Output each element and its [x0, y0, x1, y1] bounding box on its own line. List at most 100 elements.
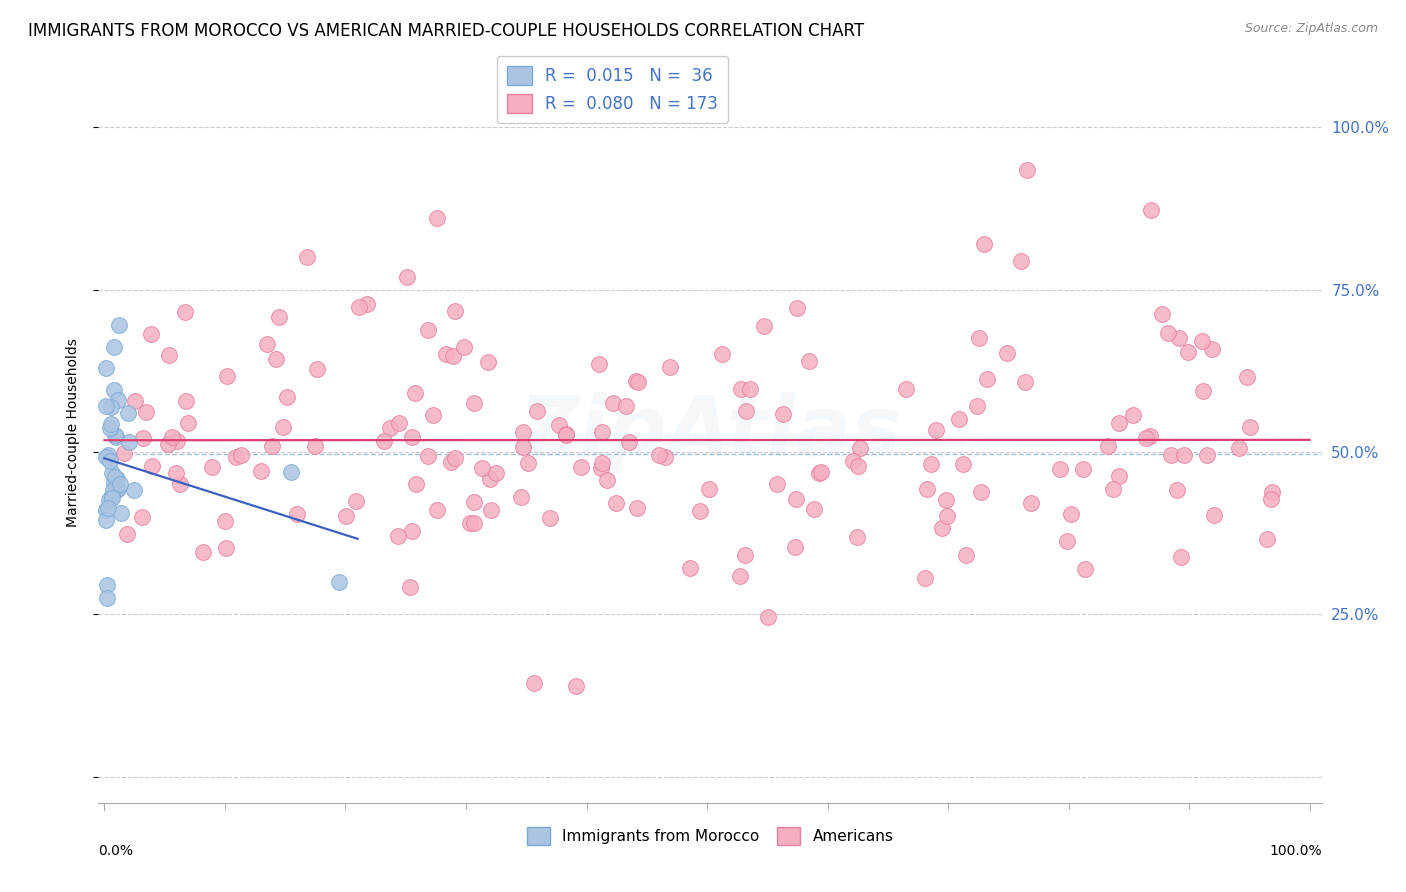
Point	[103, 340, 125, 354]
Point	[699, 482, 721, 496]
Point	[105, 472, 128, 486]
Point	[103, 470, 125, 484]
Point	[1097, 439, 1119, 453]
Point	[1139, 429, 1161, 443]
Text: ZipAtlas: ZipAtlas	[519, 392, 901, 473]
Point	[614, 399, 637, 413]
Point	[1140, 202, 1163, 217]
Point	[387, 529, 409, 543]
Point	[1170, 549, 1192, 564]
Point	[1135, 431, 1157, 445]
Point	[174, 393, 197, 408]
Point	[285, 508, 308, 522]
Point	[1256, 532, 1278, 546]
Point	[728, 569, 751, 583]
Point	[1157, 326, 1180, 340]
Point	[94, 502, 117, 516]
Point	[266, 351, 288, 366]
Point	[591, 460, 613, 475]
Point	[803, 502, 825, 516]
Point	[103, 384, 125, 398]
Point	[936, 508, 959, 523]
Point	[418, 323, 440, 337]
Point	[217, 369, 239, 384]
Point	[785, 491, 807, 506]
Point	[846, 530, 869, 544]
Point	[807, 466, 830, 480]
Point	[463, 494, 485, 508]
Point	[995, 346, 1018, 360]
Point	[305, 361, 328, 376]
Point	[112, 446, 135, 460]
Point	[100, 491, 122, 505]
Point	[512, 425, 534, 439]
Point	[463, 396, 485, 410]
Point	[401, 524, 423, 538]
Point	[797, 353, 820, 368]
Point	[132, 431, 155, 445]
Point	[1166, 483, 1188, 498]
Point	[1197, 448, 1219, 462]
Text: 100.0%: 100.0%	[1270, 844, 1322, 857]
Point	[915, 482, 938, 496]
Point	[605, 495, 627, 509]
Point	[569, 459, 592, 474]
Point	[404, 386, 426, 401]
Point	[169, 476, 191, 491]
Point	[1192, 384, 1215, 398]
Point	[100, 400, 122, 414]
Point	[215, 541, 238, 555]
Point	[201, 459, 224, 474]
Point	[395, 269, 418, 284]
Point	[344, 494, 367, 508]
Point	[711, 346, 734, 360]
Point	[735, 404, 758, 418]
Point	[842, 454, 865, 468]
Point	[1177, 345, 1199, 359]
Y-axis label: Married-couple Households: Married-couple Households	[66, 338, 80, 527]
Point	[730, 382, 752, 396]
Point	[1191, 334, 1213, 348]
Point	[1014, 375, 1036, 389]
Point	[356, 297, 378, 311]
Point	[117, 527, 139, 541]
Point	[894, 383, 917, 397]
Point	[920, 457, 942, 471]
Point	[439, 455, 461, 469]
Point	[752, 319, 775, 334]
Point	[441, 349, 464, 363]
Point	[766, 476, 789, 491]
Point	[1152, 307, 1174, 321]
Point	[654, 450, 676, 464]
Point	[96, 591, 118, 606]
Point	[141, 458, 163, 473]
Point	[479, 502, 502, 516]
Legend: Immigrants from Morocco, Americans: Immigrants from Morocco, Americans	[520, 821, 900, 851]
Point	[267, 310, 290, 324]
Point	[1019, 496, 1042, 510]
Point	[107, 318, 129, 333]
Point	[373, 434, 395, 448]
Point	[434, 347, 457, 361]
Point	[94, 450, 117, 464]
Point	[935, 493, 957, 508]
Point	[1108, 469, 1130, 483]
Point	[405, 477, 427, 491]
Point	[426, 211, 449, 226]
Point	[538, 510, 561, 524]
Point	[328, 574, 350, 589]
Point	[388, 417, 411, 431]
Point	[1101, 482, 1123, 496]
Point	[783, 540, 806, 554]
Point	[100, 417, 122, 431]
Point	[94, 360, 117, 375]
Text: IMMIGRANTS FROM MOROCCO VS AMERICAN MARRIED-COUPLE HOUSEHOLDS CORRELATION CHART: IMMIGRANTS FROM MOROCCO VS AMERICAN MARR…	[28, 22, 865, 40]
Point	[1236, 370, 1258, 384]
Point	[165, 466, 187, 480]
Point	[588, 357, 610, 371]
Point	[117, 435, 139, 450]
Point	[948, 412, 970, 426]
Point	[955, 548, 977, 562]
Point	[772, 407, 794, 421]
Point	[1261, 485, 1284, 500]
